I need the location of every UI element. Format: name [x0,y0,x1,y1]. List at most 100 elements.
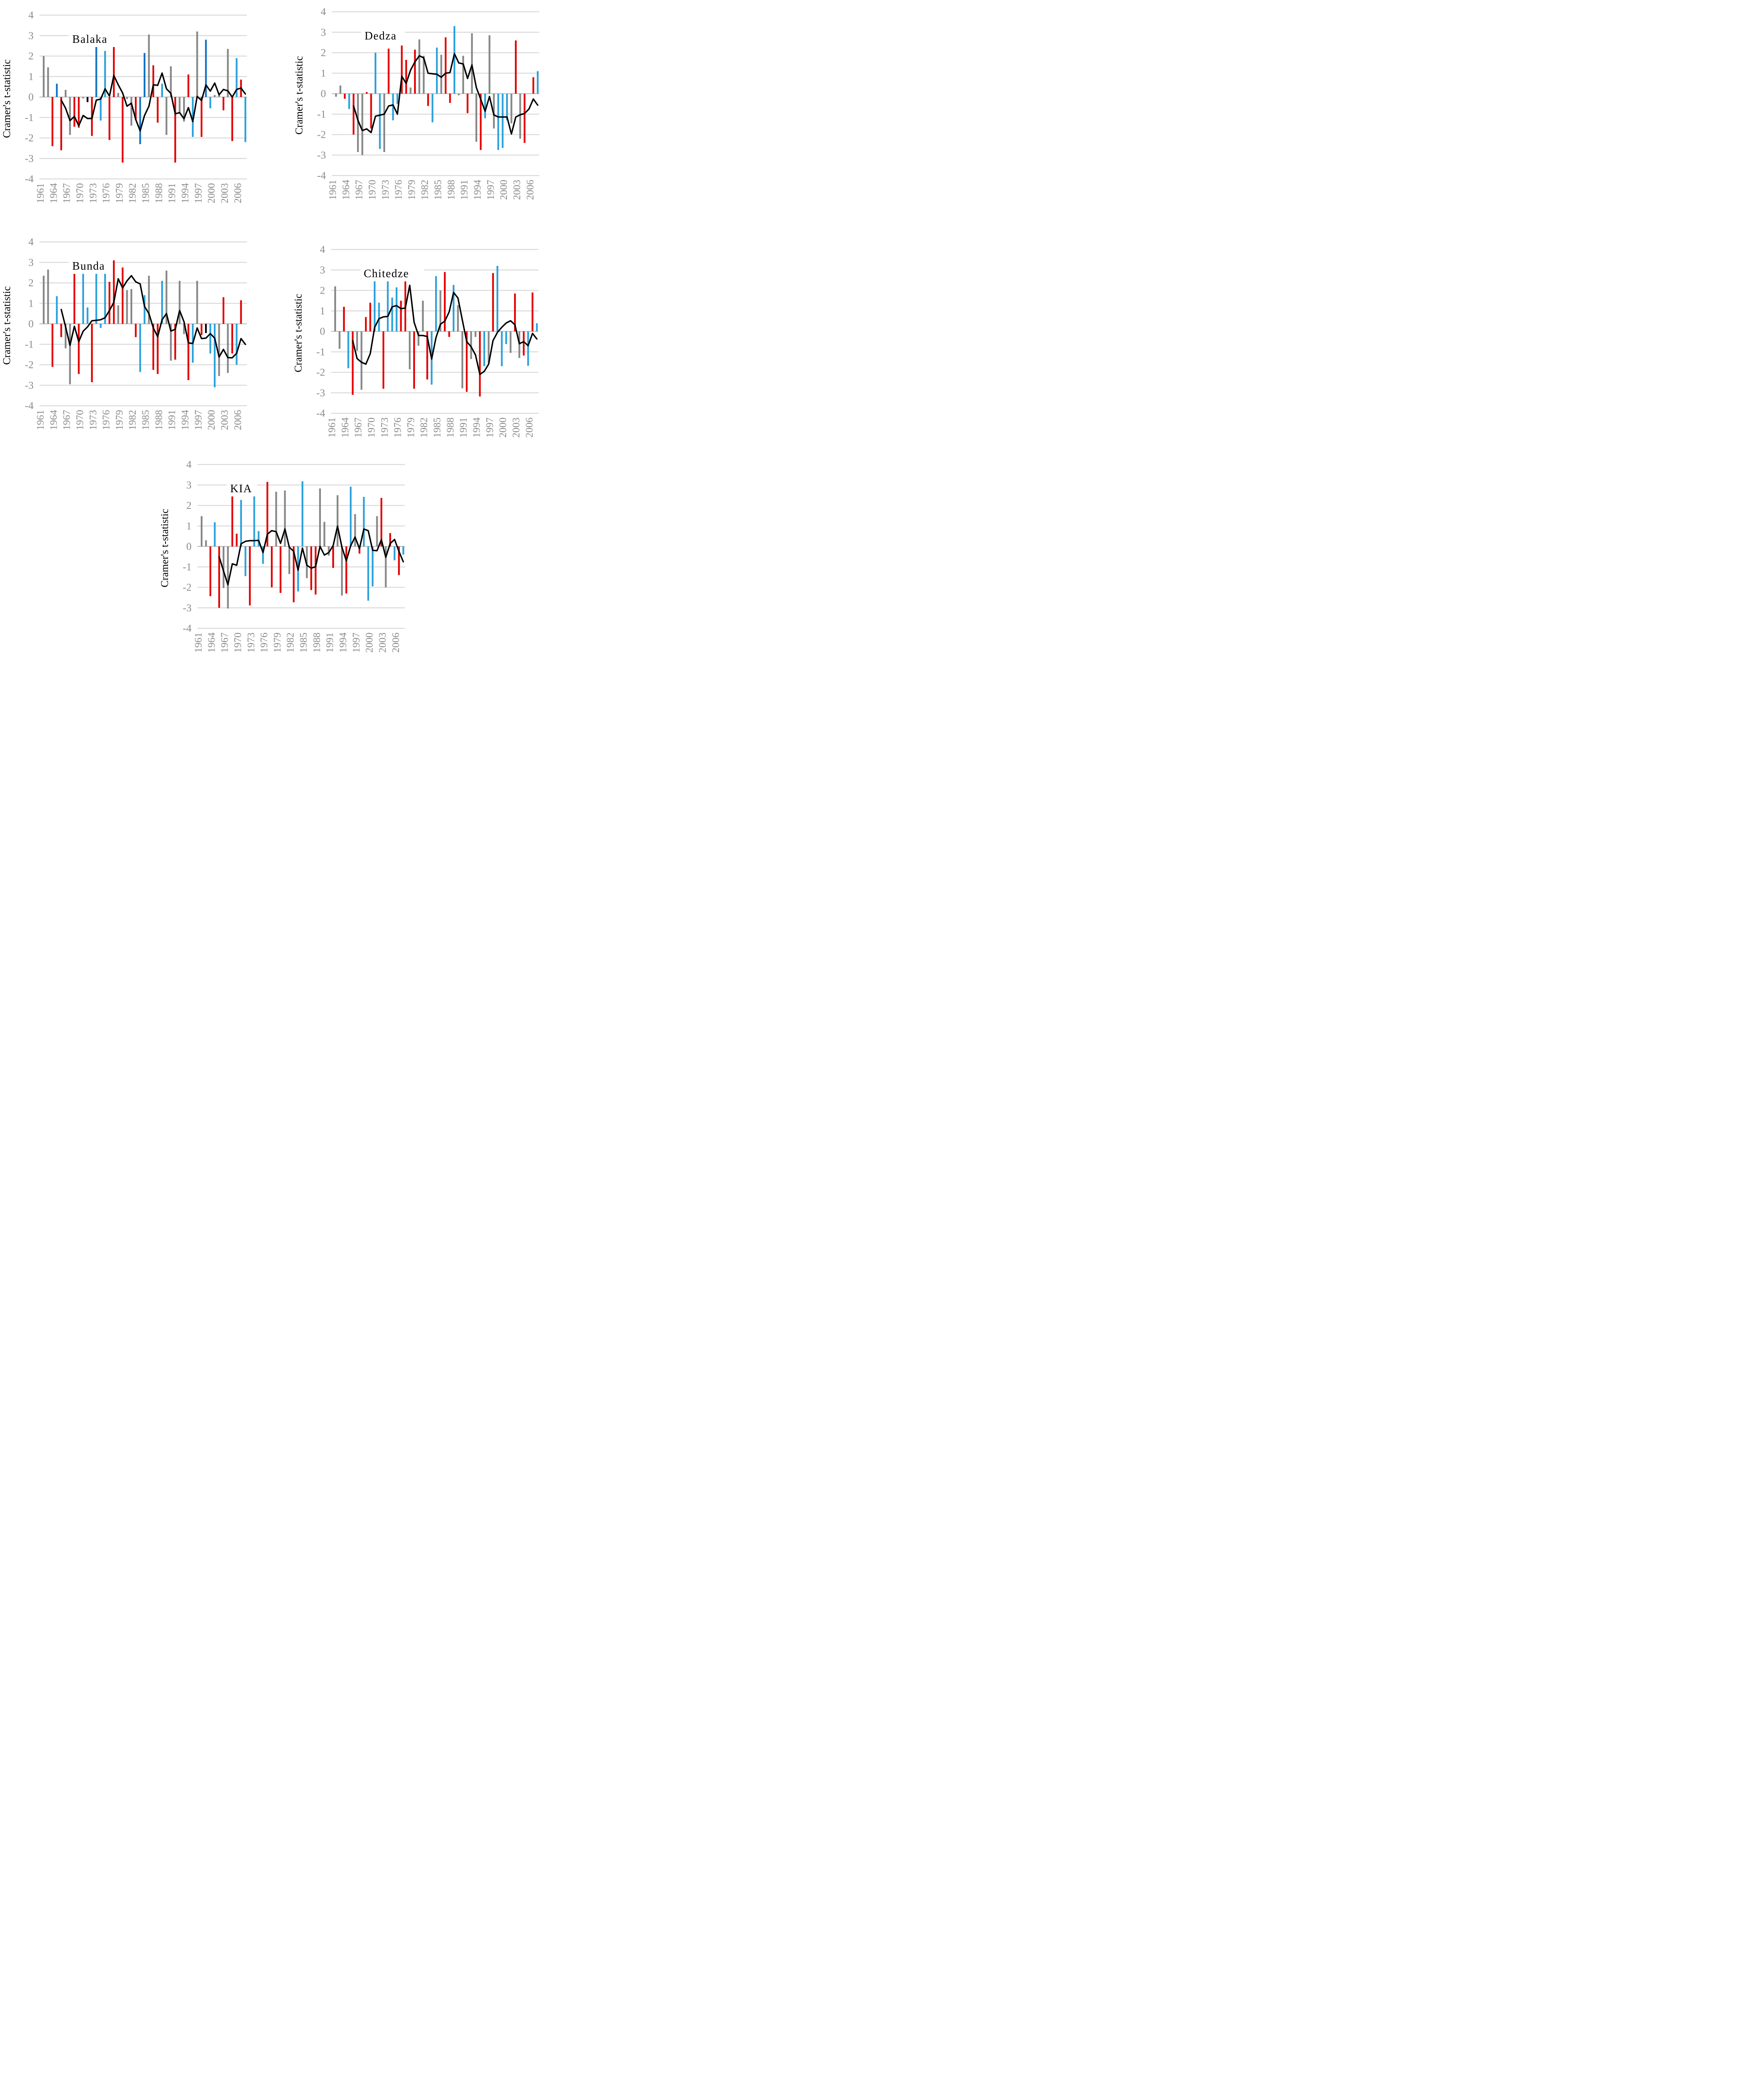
y-tick-label: 3 [320,265,326,276]
y-tick-label: -2 [25,360,34,371]
bar-1981 [130,97,132,126]
x-tick-label: 1982 [419,417,430,438]
x-tick-label: 2006 [233,410,244,430]
bar-1998 [363,497,365,546]
bar-2002 [514,293,516,331]
bar-1994 [480,94,482,150]
bar-1991 [467,94,469,113]
x-tick-label: 1976 [393,417,404,438]
chart-title-backing [69,31,119,47]
x-tick-label: 1985 [299,633,310,653]
bar-1961 [200,516,203,546]
x-tick-label: 1994 [472,417,483,438]
bar-1997 [200,97,202,137]
bar-1965 [352,94,354,135]
bar-1989 [323,522,326,546]
x-tick-label: 1970 [366,417,377,438]
bar-1995 [192,97,194,137]
bar-1966 [223,546,225,588]
bar-1963 [51,97,53,146]
x-tick-label: 1979 [114,183,125,203]
bar-1997 [493,94,495,129]
trend-line [60,72,246,132]
bar-1995 [349,486,352,546]
bar-1961 [335,94,337,97]
bar-1970 [373,276,376,331]
bar-1979 [413,331,415,389]
chart-title-backing [69,258,113,274]
x-tick-label: 1964 [48,183,59,203]
x-tick-label: 2006 [524,417,535,438]
chart-panel-balaka: 4 3 2 1 0 -1 -2 -3 -4 1961 1964 1967 1970 1973 1976 197… [1,3,252,215]
bar-1977 [405,60,407,94]
bar-2000 [506,94,508,121]
bar-1987 [157,324,159,374]
y-tick-label: -4 [25,400,34,412]
bar-1990 [462,55,464,94]
y-tick-label: -1 [25,339,34,350]
y-tick-label: -2 [317,129,326,141]
bar-1962 [339,331,341,349]
y-tick-label: 1 [320,305,326,317]
bar-1978 [117,305,119,324]
bar-1996 [354,514,356,546]
bar-1983 [139,97,141,144]
bar-1967 [227,546,229,609]
bar-1988 [453,26,455,94]
chart-title: Bunda [72,260,105,272]
bar-1973 [95,260,97,324]
x-tick-label: 1985 [141,410,152,430]
bar-1982 [135,324,137,337]
bar-1971 [87,97,89,102]
bar-1965 [60,97,62,150]
bar-1962 [205,540,207,546]
x-tick-label: 1961 [35,183,46,203]
bar-2003 [227,49,229,97]
y-axis-label: Cramer's t-statistic [3,286,13,365]
bar-1976 [108,97,110,140]
x-tick-label: 1982 [285,633,296,653]
bar-1989 [458,94,460,95]
bar-2003 [385,546,387,588]
bar-1972 [91,324,93,382]
bar-2000 [214,95,216,97]
bar-2002 [380,498,383,546]
bar-2006 [531,292,533,331]
bar-1979 [121,97,124,163]
y-tick-label: 4 [29,10,34,21]
bar-1985 [440,55,442,94]
chart-title-backing [361,28,405,44]
bar-1990 [461,331,463,388]
bar-2002 [222,97,225,110]
y-tick-label: 4 [186,459,192,470]
y-axis-label: Cramer's t-statistic [160,509,171,587]
bar-1961 [334,286,336,331]
x-tick-label: 1982 [127,183,138,203]
x-tick-label: 1970 [367,180,378,200]
bar-1997 [358,546,360,554]
x-tick-label: 1985 [141,183,152,203]
y-tick-label: 2 [186,500,192,512]
bar-1998 [205,324,207,333]
bar-1964 [214,522,216,546]
bar-1965 [352,331,354,395]
bar-1994 [187,324,189,381]
bar-1978 [409,331,411,370]
y-tick-label: 3 [321,27,326,38]
bar-1969 [78,97,80,128]
bar-1977 [404,275,407,331]
x-tick-label: 2000 [499,180,509,200]
bar-1993 [475,94,478,142]
bar-1989 [457,305,459,331]
bar-1980 [417,331,420,346]
x-tick-label: 1991 [325,633,336,653]
bar-1972 [382,331,384,389]
bar-1974 [392,94,394,121]
bar-1992 [471,33,473,94]
x-tick-label: 1988 [154,183,165,203]
y-tick-label: -3 [25,153,34,164]
bar-1994 [479,331,481,397]
bar-1968 [73,267,76,324]
bar-1964 [347,331,349,368]
